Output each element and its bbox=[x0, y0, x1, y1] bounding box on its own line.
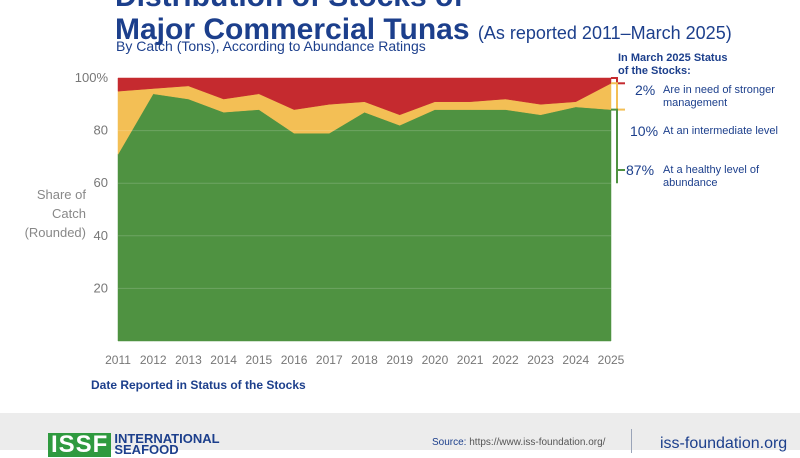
chart-title-suffix: (As reported 2011–March 2025) bbox=[477, 23, 732, 43]
callout-weak-pct: 2% bbox=[635, 82, 656, 98]
x-tick-label-2012: 2012 bbox=[140, 353, 167, 367]
gridlines bbox=[118, 130, 611, 289]
x-tick-label-2025: 2025 bbox=[598, 353, 625, 367]
callout-heading: In March 2025 Status of the Stocks: bbox=[618, 52, 728, 77]
y-tick-label-100: 100% bbox=[75, 70, 109, 85]
x-tick-label-2021: 2021 bbox=[457, 353, 484, 367]
source-line: Source: https://www.iss-foundation.org/ bbox=[432, 437, 605, 448]
callout-intermediate-text: At an intermediate level bbox=[663, 125, 778, 137]
x-tick-label-2017: 2017 bbox=[316, 353, 343, 367]
chart-title-line-2: Major Commercial Tunas (As reported 2011… bbox=[115, 13, 732, 50]
footer-divider bbox=[631, 429, 632, 453]
x-tick-label-2020: 2020 bbox=[422, 353, 449, 367]
leader-healthy-bracket bbox=[611, 108, 618, 184]
x-tick-label-2015: 2015 bbox=[246, 353, 273, 367]
source-link[interactable]: https://www.iss-foundation.org/ bbox=[469, 437, 606, 448]
x-tick-label-2022: 2022 bbox=[492, 353, 519, 367]
chart-title-line-1: Distribution of Stocks of bbox=[115, 0, 463, 14]
x-tick-label-2016: 2016 bbox=[281, 353, 308, 367]
y-tick-label-80: 80 bbox=[94, 123, 108, 138]
series-areas bbox=[117, 77, 612, 342]
y-tick-label-20: 20 bbox=[94, 280, 108, 295]
logo-text: INTERNATIONAL SEAFOOD bbox=[114, 431, 220, 457]
callout-healthy-pct: 87% bbox=[626, 162, 655, 178]
x-tick-label-2014: 2014 bbox=[210, 353, 237, 367]
x-axis-title: Date Reported in Status of the Stocks bbox=[91, 378, 306, 392]
x-tick-label-2019: 2019 bbox=[386, 353, 413, 367]
logo-mark: ISSF bbox=[48, 433, 112, 457]
x-tick-label-2011: 2011 bbox=[105, 353, 131, 367]
chart-title-main: Major Commercial Tunas bbox=[115, 13, 470, 46]
leader-weak-bracket bbox=[611, 77, 618, 84]
stacked-area-chart: 20 40 60 80 100% 2011 2012 2013 2014 2015 2016 2017… bbox=[75, 70, 625, 367]
x-tick-label-2013: 2013 bbox=[175, 353, 202, 367]
callout-leaders bbox=[611, 77, 625, 184]
callout-healthy-text: At a healthy level of abundance bbox=[663, 164, 760, 189]
issf-logo[interactable]: ISSF INTERNATIONAL SEAFOOD bbox=[48, 431, 224, 457]
x-tick-label-2023: 2023 bbox=[527, 353, 554, 367]
footer-bar: ISSF INTERNATIONAL SEAFOOD Source: https… bbox=[0, 413, 800, 457]
y-tick-label-60: 60 bbox=[94, 175, 108, 190]
callout-weak-text: Are in need of stronger management bbox=[663, 84, 775, 109]
axis-ticks: 20 40 60 80 100% 2011 2012 2013 2014 2015 2016 2017… bbox=[75, 70, 625, 367]
x-tick-label-2024: 2024 bbox=[562, 353, 589, 367]
y-tick-label-40: 40 bbox=[94, 228, 108, 243]
site-link[interactable]: iss-foundation.org bbox=[660, 435, 788, 452]
y-axis-label: Share of Catch (Rounded) bbox=[24, 187, 86, 240]
x-tick-label-2018: 2018 bbox=[351, 353, 378, 367]
source-label: Source: bbox=[432, 437, 467, 448]
chart-subtitle: By Catch (Tons), According to Abundance … bbox=[116, 38, 426, 54]
leader-intermediate-bracket bbox=[611, 82, 618, 110]
callout-intermediate-pct: 10% bbox=[630, 123, 659, 139]
